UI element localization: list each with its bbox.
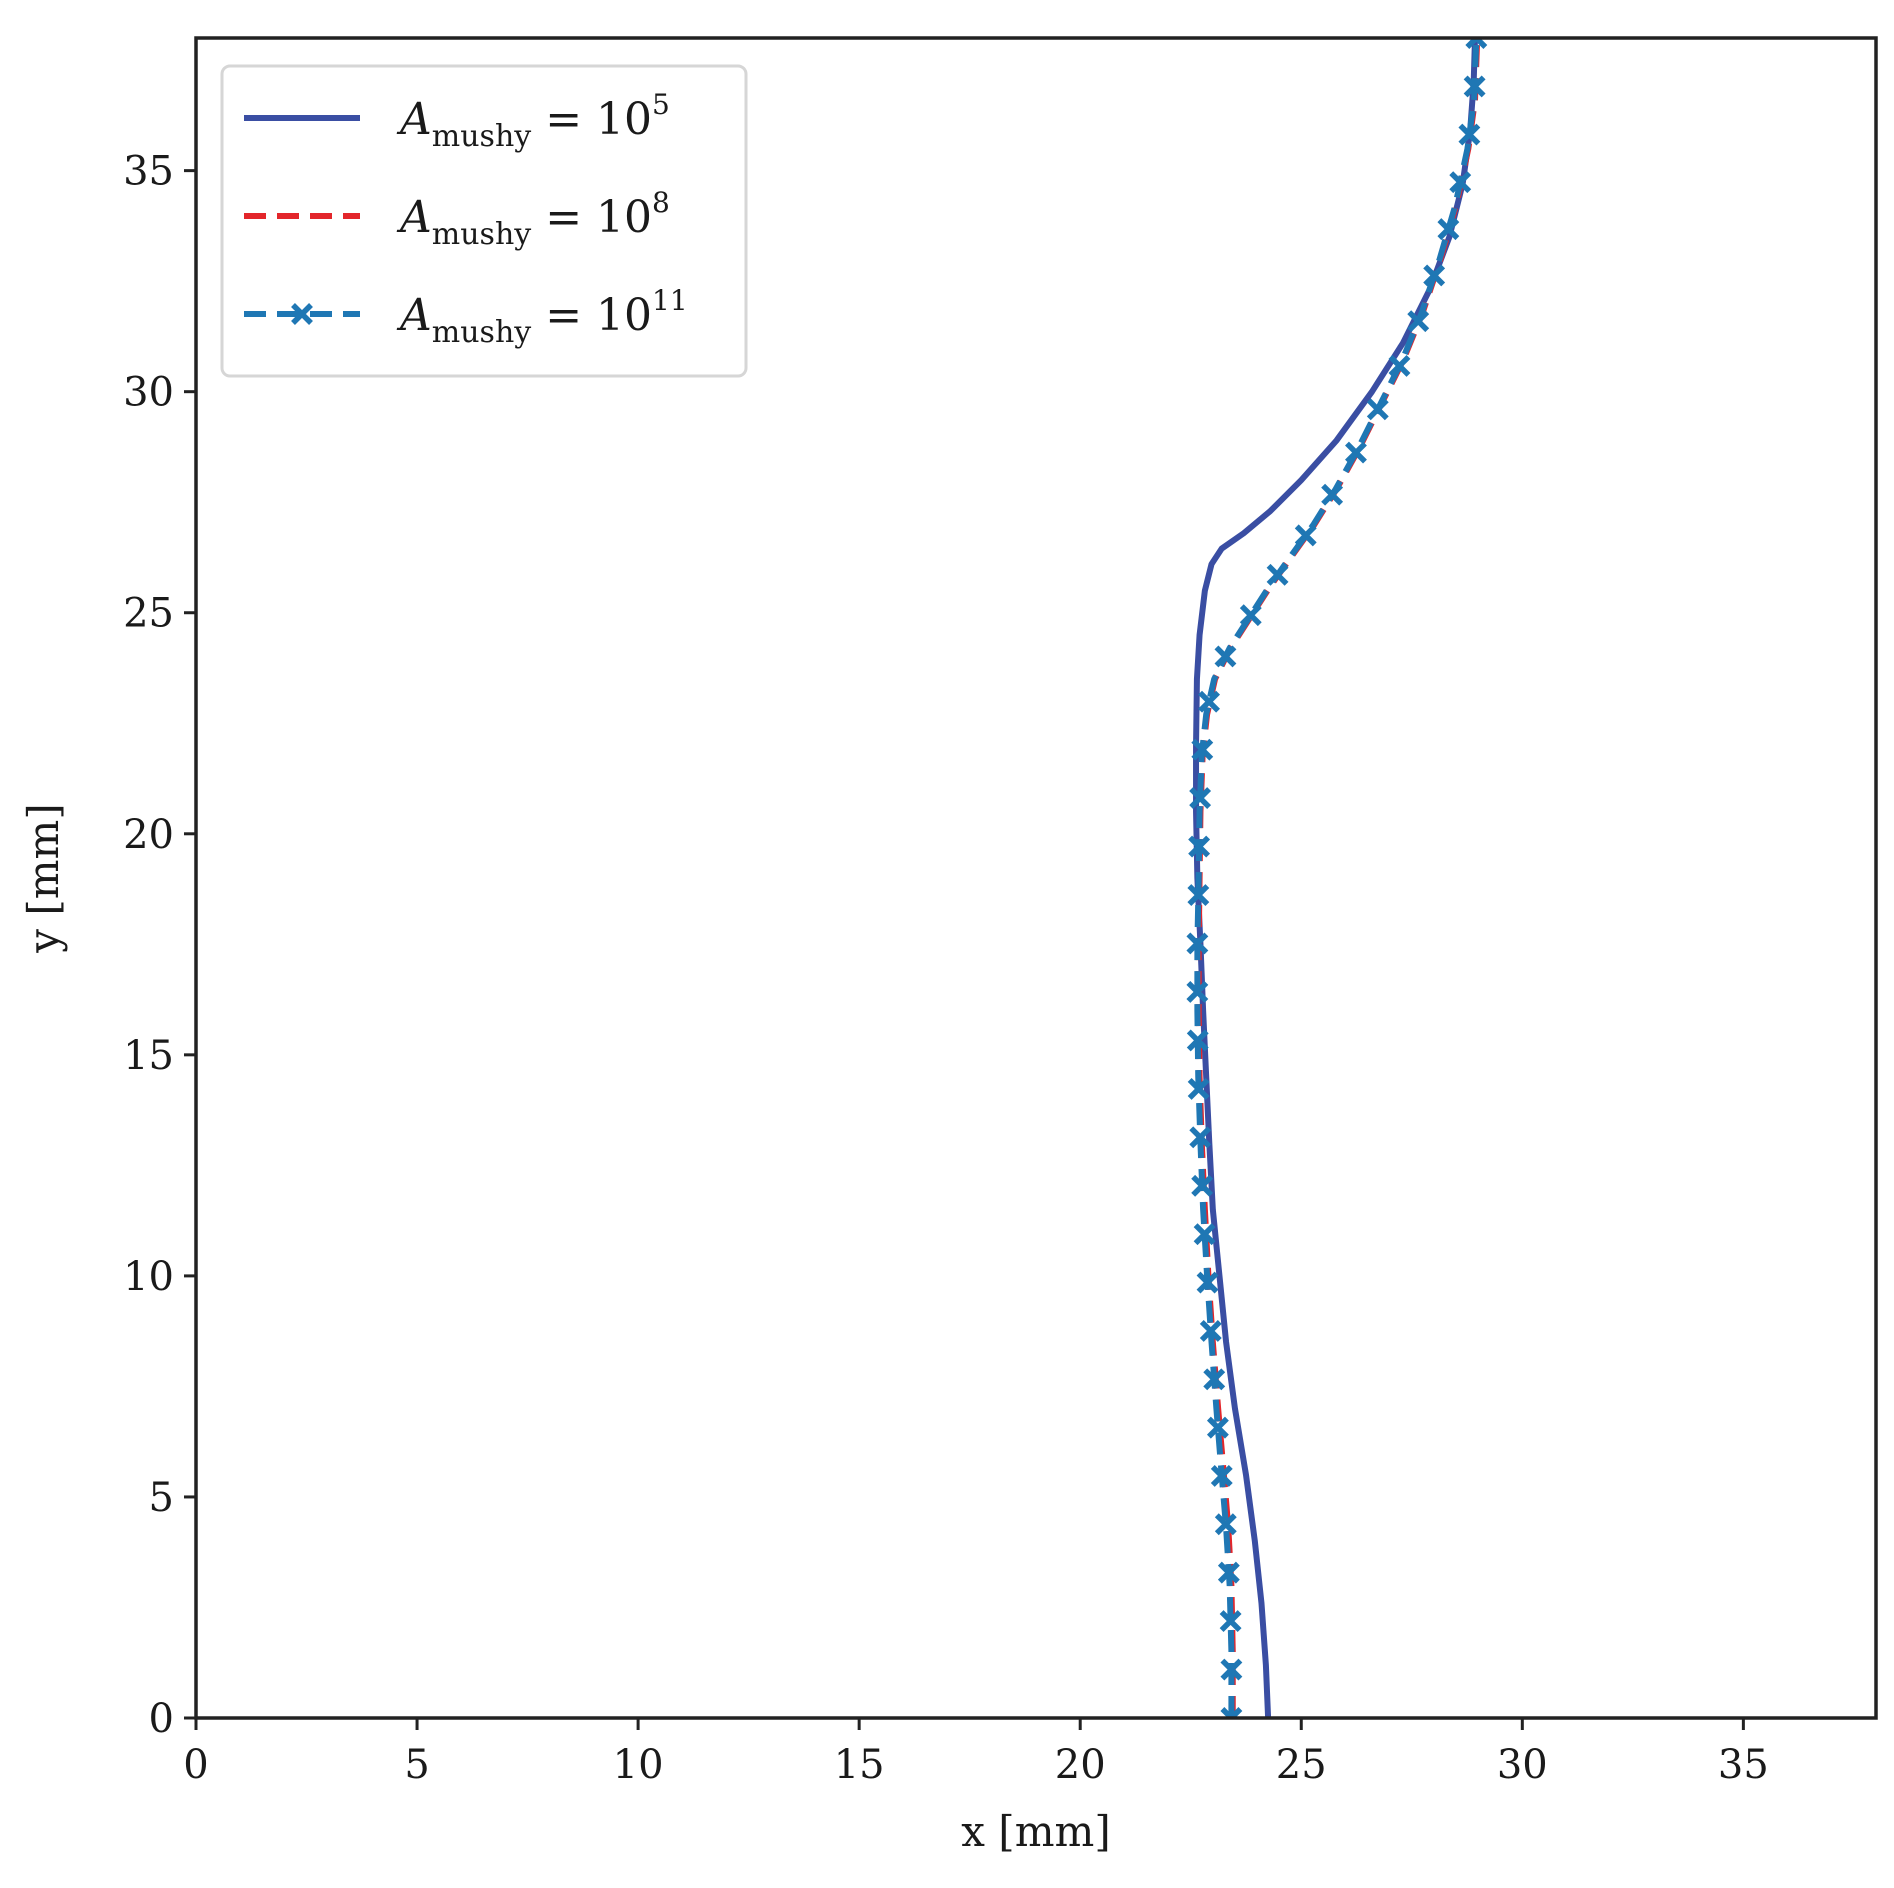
- legend-label-1: Amushy = 105: [396, 88, 670, 154]
- series-marker: [1465, 38, 1488, 49]
- series-marker: [1321, 483, 1344, 506]
- series-marker: [1214, 1513, 1237, 1536]
- series-marker: [1388, 354, 1411, 377]
- y-tick-label: 20: [123, 812, 174, 858]
- x-tick-label: 30: [1497, 1742, 1548, 1788]
- series-marker: [1214, 645, 1237, 668]
- series-marker: [1423, 264, 1446, 287]
- series-marker: [1191, 1174, 1214, 1197]
- series-marker: [1189, 787, 1212, 810]
- series-marker: [1220, 1707, 1243, 1718]
- axes-frame: [194, 36, 1878, 1720]
- series-marker: [1210, 1464, 1233, 1487]
- x-tick-label: 10: [613, 1742, 664, 1788]
- series-marker: [1294, 524, 1317, 547]
- y-tick-label: 30: [123, 370, 174, 416]
- series-marker: [1193, 1223, 1216, 1246]
- series-marker: [1345, 441, 1367, 464]
- series-marker: [1189, 1126, 1212, 1149]
- x-tick-label: 25: [1276, 1742, 1327, 1788]
- series-marker: [1186, 1029, 1209, 1052]
- series-marker: [1366, 398, 1389, 421]
- y-tick-label: 0: [149, 1696, 174, 1742]
- y-tick-label: 15: [123, 1033, 174, 1079]
- x-axis-label: x [mm]: [961, 1807, 1110, 1856]
- y-axis-label: y [mm]: [19, 803, 68, 954]
- x-tick-label: 5: [404, 1742, 429, 1788]
- x-tick-label: 20: [1055, 1742, 1106, 1788]
- series-marker: [1187, 1077, 1210, 1100]
- series-marker: [1219, 1610, 1242, 1633]
- legend: Amushy = 105 Amushy = 108 Amushy = 1011: [220, 64, 748, 378]
- series-marker: [1437, 218, 1460, 241]
- series-marker: [1188, 835, 1211, 858]
- series-marker: [1199, 1319, 1222, 1342]
- series-marker: [1239, 604, 1262, 627]
- series-line-3: [1194, 38, 1480, 1718]
- y-tick-label: 35: [123, 149, 174, 195]
- legend-label-2: Amushy = 108: [396, 186, 670, 252]
- legend-marker: [291, 303, 313, 325]
- series-marker: [1186, 981, 1209, 1003]
- y-tick-label: 5: [149, 1475, 174, 1521]
- series-marker: [1187, 884, 1210, 906]
- series-marker: [1196, 1271, 1219, 1294]
- x-tick-label: 15: [834, 1742, 885, 1788]
- x-tick-label: 35: [1718, 1742, 1769, 1788]
- series-marker: [1463, 75, 1486, 98]
- y-tick-label: 10: [123, 1254, 174, 1300]
- series-marker: [1186, 932, 1209, 955]
- series-marker: [1220, 1658, 1243, 1681]
- series-marker: [1198, 690, 1221, 713]
- series-marker: [1206, 1416, 1229, 1439]
- series-marker: [1266, 563, 1289, 586]
- series-marker: [1217, 1561, 1240, 1584]
- x-tick-label: 0: [183, 1742, 208, 1788]
- series-marker: [1407, 310, 1430, 333]
- series-marker: [1203, 1368, 1226, 1391]
- series-marker: [1449, 171, 1472, 194]
- legend-box: [220, 64, 748, 378]
- series-marker: [1458, 123, 1481, 146]
- y-tick-label: 25: [123, 591, 174, 637]
- series-marker: [1191, 738, 1214, 761]
- legend-label-3: Amushy = 1011: [396, 284, 688, 350]
